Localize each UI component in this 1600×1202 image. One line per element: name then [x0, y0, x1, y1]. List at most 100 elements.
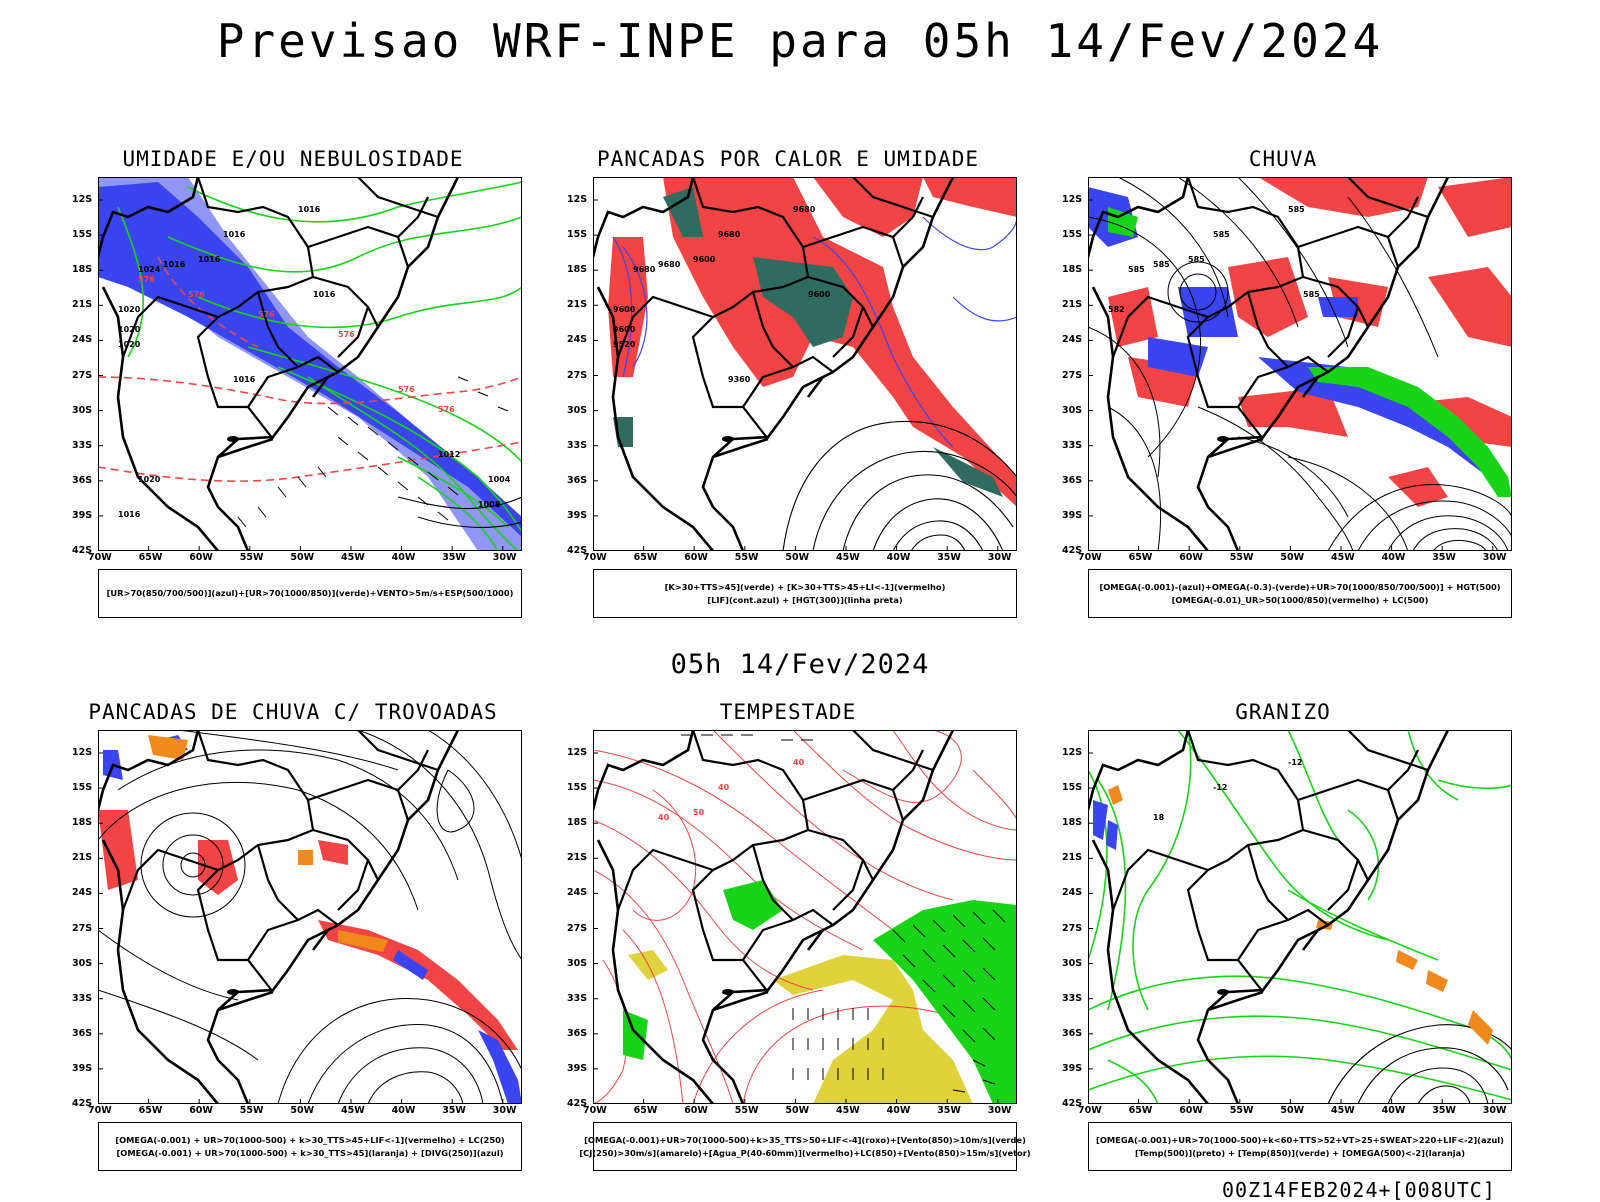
contour-label: 9680: [718, 230, 741, 239]
lat-label: 33S: [72, 439, 93, 451]
lat-label: 39S: [567, 509, 588, 521]
contour-label: 585: [1188, 255, 1205, 264]
map-trovoadas[interactable]: [98, 730, 522, 1104]
lat-label: 18S: [567, 264, 588, 276]
contour-label: 1020: [118, 305, 141, 314]
contour-label: 1016: [198, 255, 221, 264]
map-umidade[interactable]: 1016101610161016101610241020102010201016…: [98, 177, 522, 551]
lon-label: 65W: [1128, 552, 1153, 563]
lat-label: 30S: [1062, 404, 1083, 416]
lat-label: 39S: [567, 1062, 588, 1074]
thunderstorm-orange-patches: [148, 735, 388, 952]
lon-label: 45W: [836, 1105, 860, 1116]
lon-label: 55W: [734, 1105, 759, 1116]
contour-value-labels: 40 40 40 50: [658, 758, 805, 822]
lat-label: 18S: [1062, 264, 1083, 276]
lon-label: 60W: [684, 1105, 708, 1116]
lon-label: 35W: [1432, 1105, 1456, 1116]
panel-legend: [K>30+TTS>45](verde) + [K>30+TTS>45+LI<-…: [593, 569, 1017, 618]
rain-green-band: [1108, 207, 1512, 497]
lon-label: 70W: [88, 552, 112, 563]
contour-label: 40: [793, 758, 805, 767]
contour-label: -12: [1213, 783, 1227, 792]
lat-label: 30S: [1062, 957, 1083, 969]
lat-label: 15S: [72, 229, 93, 241]
contour-label: 576: [338, 330, 355, 339]
lon-label: 55W: [1229, 1105, 1254, 1116]
lat-label: 36S: [72, 1027, 93, 1039]
lon-label: 45W: [1331, 552, 1355, 563]
lon-label: 45W: [836, 552, 860, 563]
lat-label: 33S: [567, 992, 588, 1004]
run-timestamp: 00Z14FEB2024+[008UTC]: [1222, 1178, 1496, 1202]
map-tempestade[interactable]: 40 40 40 50: [593, 730, 1017, 1104]
lon-label: 70W: [1078, 552, 1102, 563]
lat-label: 24S: [72, 887, 93, 899]
lon-label: 70W: [88, 1105, 112, 1116]
panel-title: TEMPESTADE: [719, 700, 857, 724]
panel-title: PANCADAS DE CHUVA C/ TROVOADAS: [88, 700, 498, 724]
contour-label: 1020: [118, 340, 141, 349]
lat-label: 18S: [72, 817, 93, 829]
lat-label: 21S: [567, 299, 588, 311]
contour-label: 1020: [118, 325, 141, 334]
continent-outline: [593, 730, 955, 1104]
main-title: Previsao WRF-INPE para 05h 14/Fev/2024: [216, 14, 1384, 68]
contour-label: 1016: [298, 205, 321, 214]
lat-label: 21S: [567, 852, 588, 864]
lat-label: 18S: [72, 264, 93, 276]
contour-label: 582: [1108, 305, 1125, 314]
lon-label: 30W: [987, 1105, 1012, 1116]
contour-label: 576: [398, 385, 415, 394]
lat-label: 24S: [567, 334, 588, 346]
pressure-black-contours: [397, 496, 522, 528]
lat-label: 30S: [72, 404, 93, 416]
contour-label: 9520: [613, 340, 636, 349]
map-granizo[interactable]: -12 -12 18: [1088, 730, 1512, 1104]
lat-label: 42S: [72, 545, 93, 556]
lon-label: 70W: [583, 552, 607, 563]
lon-label: 60W: [189, 1105, 213, 1116]
lat-label: 27S: [72, 369, 93, 381]
contour-label: 9360: [728, 375, 751, 384]
lon-label: 45W: [341, 552, 365, 563]
lon-label: 65W: [633, 1105, 658, 1116]
map-chuva[interactable]: 585 585 585 585 585 585 582: [1088, 177, 1512, 551]
lat-label: 12S: [1062, 194, 1083, 205]
lon-label: 40W: [391, 1105, 416, 1116]
panel-title: GRANIZO: [1235, 700, 1331, 724]
lat-label: 27S: [1062, 369, 1083, 381]
contour-label: 1024: [138, 265, 161, 274]
lat-label: 33S: [567, 439, 588, 451]
contour-value-labels: -12 -12 18: [1153, 758, 1302, 822]
lon-label: 30W: [1482, 1105, 1507, 1116]
contour-label: 9600: [693, 255, 716, 264]
continent-outline: [98, 730, 460, 1104]
lat-label: 24S: [567, 887, 588, 899]
contour-label: 40: [718, 783, 730, 792]
contour-value-labels: 1016101610161016101610241020102010201016…: [118, 205, 511, 519]
panel-umidade: UMIDADE E/OU NEBULOSIDADE: [68, 147, 538, 618]
contour-label: 585: [1288, 205, 1305, 214]
contour-label: 576: [188, 290, 205, 299]
lat-label: 27S: [567, 369, 588, 381]
lat-label: 30S: [567, 957, 588, 969]
longitude-axis: [593, 1099, 999, 1104]
lon-label: 55W: [239, 1105, 264, 1116]
lon-label: 30W: [1482, 552, 1507, 563]
lon-label: 50W: [1280, 1105, 1305, 1116]
lat-label: 42S: [72, 1098, 93, 1109]
lon-label: 50W: [290, 1105, 315, 1116]
lat-label: 39S: [72, 1062, 93, 1074]
lon-label: 30W: [492, 1105, 517, 1116]
panel-legend: [UR>70(850/700/500)](azul)+[UR>70(1000/8…: [98, 569, 522, 618]
contour-label: 9680: [658, 260, 681, 269]
contour-label: 1016: [163, 260, 186, 269]
contour-label: 585: [1153, 260, 1170, 269]
instability-darkgreen-field: [613, 187, 1003, 497]
lon-label: 70W: [1078, 1105, 1102, 1116]
lon-label: 70W: [583, 1105, 607, 1116]
contour-label: 1016: [118, 510, 141, 519]
lat-label: 12S: [72, 747, 93, 758]
